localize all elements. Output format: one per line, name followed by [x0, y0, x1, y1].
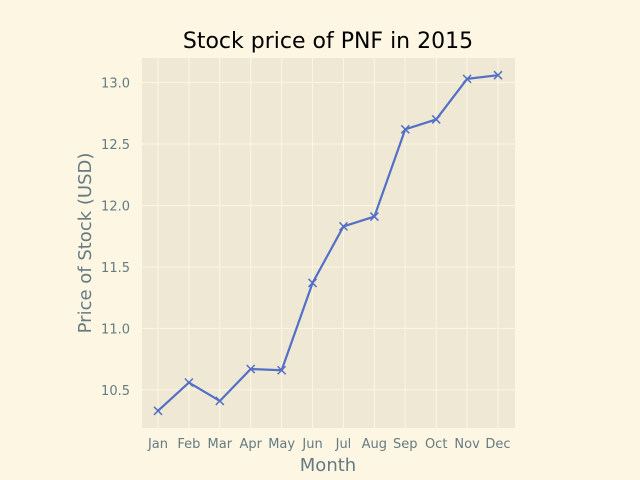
x-tick-label: Dec [485, 437, 510, 452]
x-tick-label: Oct [425, 437, 447, 452]
data-point-marker [277, 365, 287, 375]
data-point-marker [400, 124, 410, 134]
x-tick-label: Aug [362, 437, 387, 452]
data-point-marker [431, 114, 441, 124]
data-point-marker [246, 364, 256, 374]
series-line [157, 74, 499, 412]
y-tick-label: 12.0 [101, 200, 130, 215]
x-tick-label: Jan [147, 437, 168, 452]
data-point-marker [369, 212, 379, 222]
grid-lines [142, 58, 515, 428]
y-tick-label: 13.0 [101, 77, 130, 92]
x-tick-label: Jul [335, 437, 352, 452]
data-points [153, 70, 503, 416]
y-tick-label: 12.5 [101, 138, 130, 153]
data-point-marker [462, 74, 472, 84]
data-point-marker [493, 70, 503, 80]
data-point-marker [153, 406, 163, 416]
x-tick-label: Feb [177, 437, 200, 452]
x-tick-label: May [268, 437, 295, 452]
y-tick-label: 10.5 [101, 384, 130, 399]
data-point-marker [184, 377, 194, 388]
data-point-marker [215, 396, 225, 406]
data-point-marker [308, 278, 318, 288]
x-axis-ticks: Jan Feb Mar Apr May Jun Jul Aug Sep Oct Nov Dec [147, 437, 511, 452]
x-tick-label: Sep [393, 437, 418, 452]
x-tick-label: Nov [454, 437, 480, 452]
x-tick-label: Apr [239, 437, 262, 452]
x-tick-label: Jun [301, 437, 322, 452]
chart-title: Stock price of PNF in 2015 [183, 29, 473, 54]
y-tick-label: 11.5 [101, 261, 130, 276]
data-point-marker [338, 221, 348, 231]
plot-area [142, 58, 515, 428]
y-axis-ticks: 10.5 11.0 11.5 12.0 12.5 13.0 [101, 77, 130, 399]
x-tick-label: Mar [208, 437, 233, 452]
y-axis-label: Price of Stock (USD) [75, 153, 96, 334]
x-axis-label: Month [300, 455, 356, 476]
y-tick-label: 11.0 [101, 322, 130, 337]
